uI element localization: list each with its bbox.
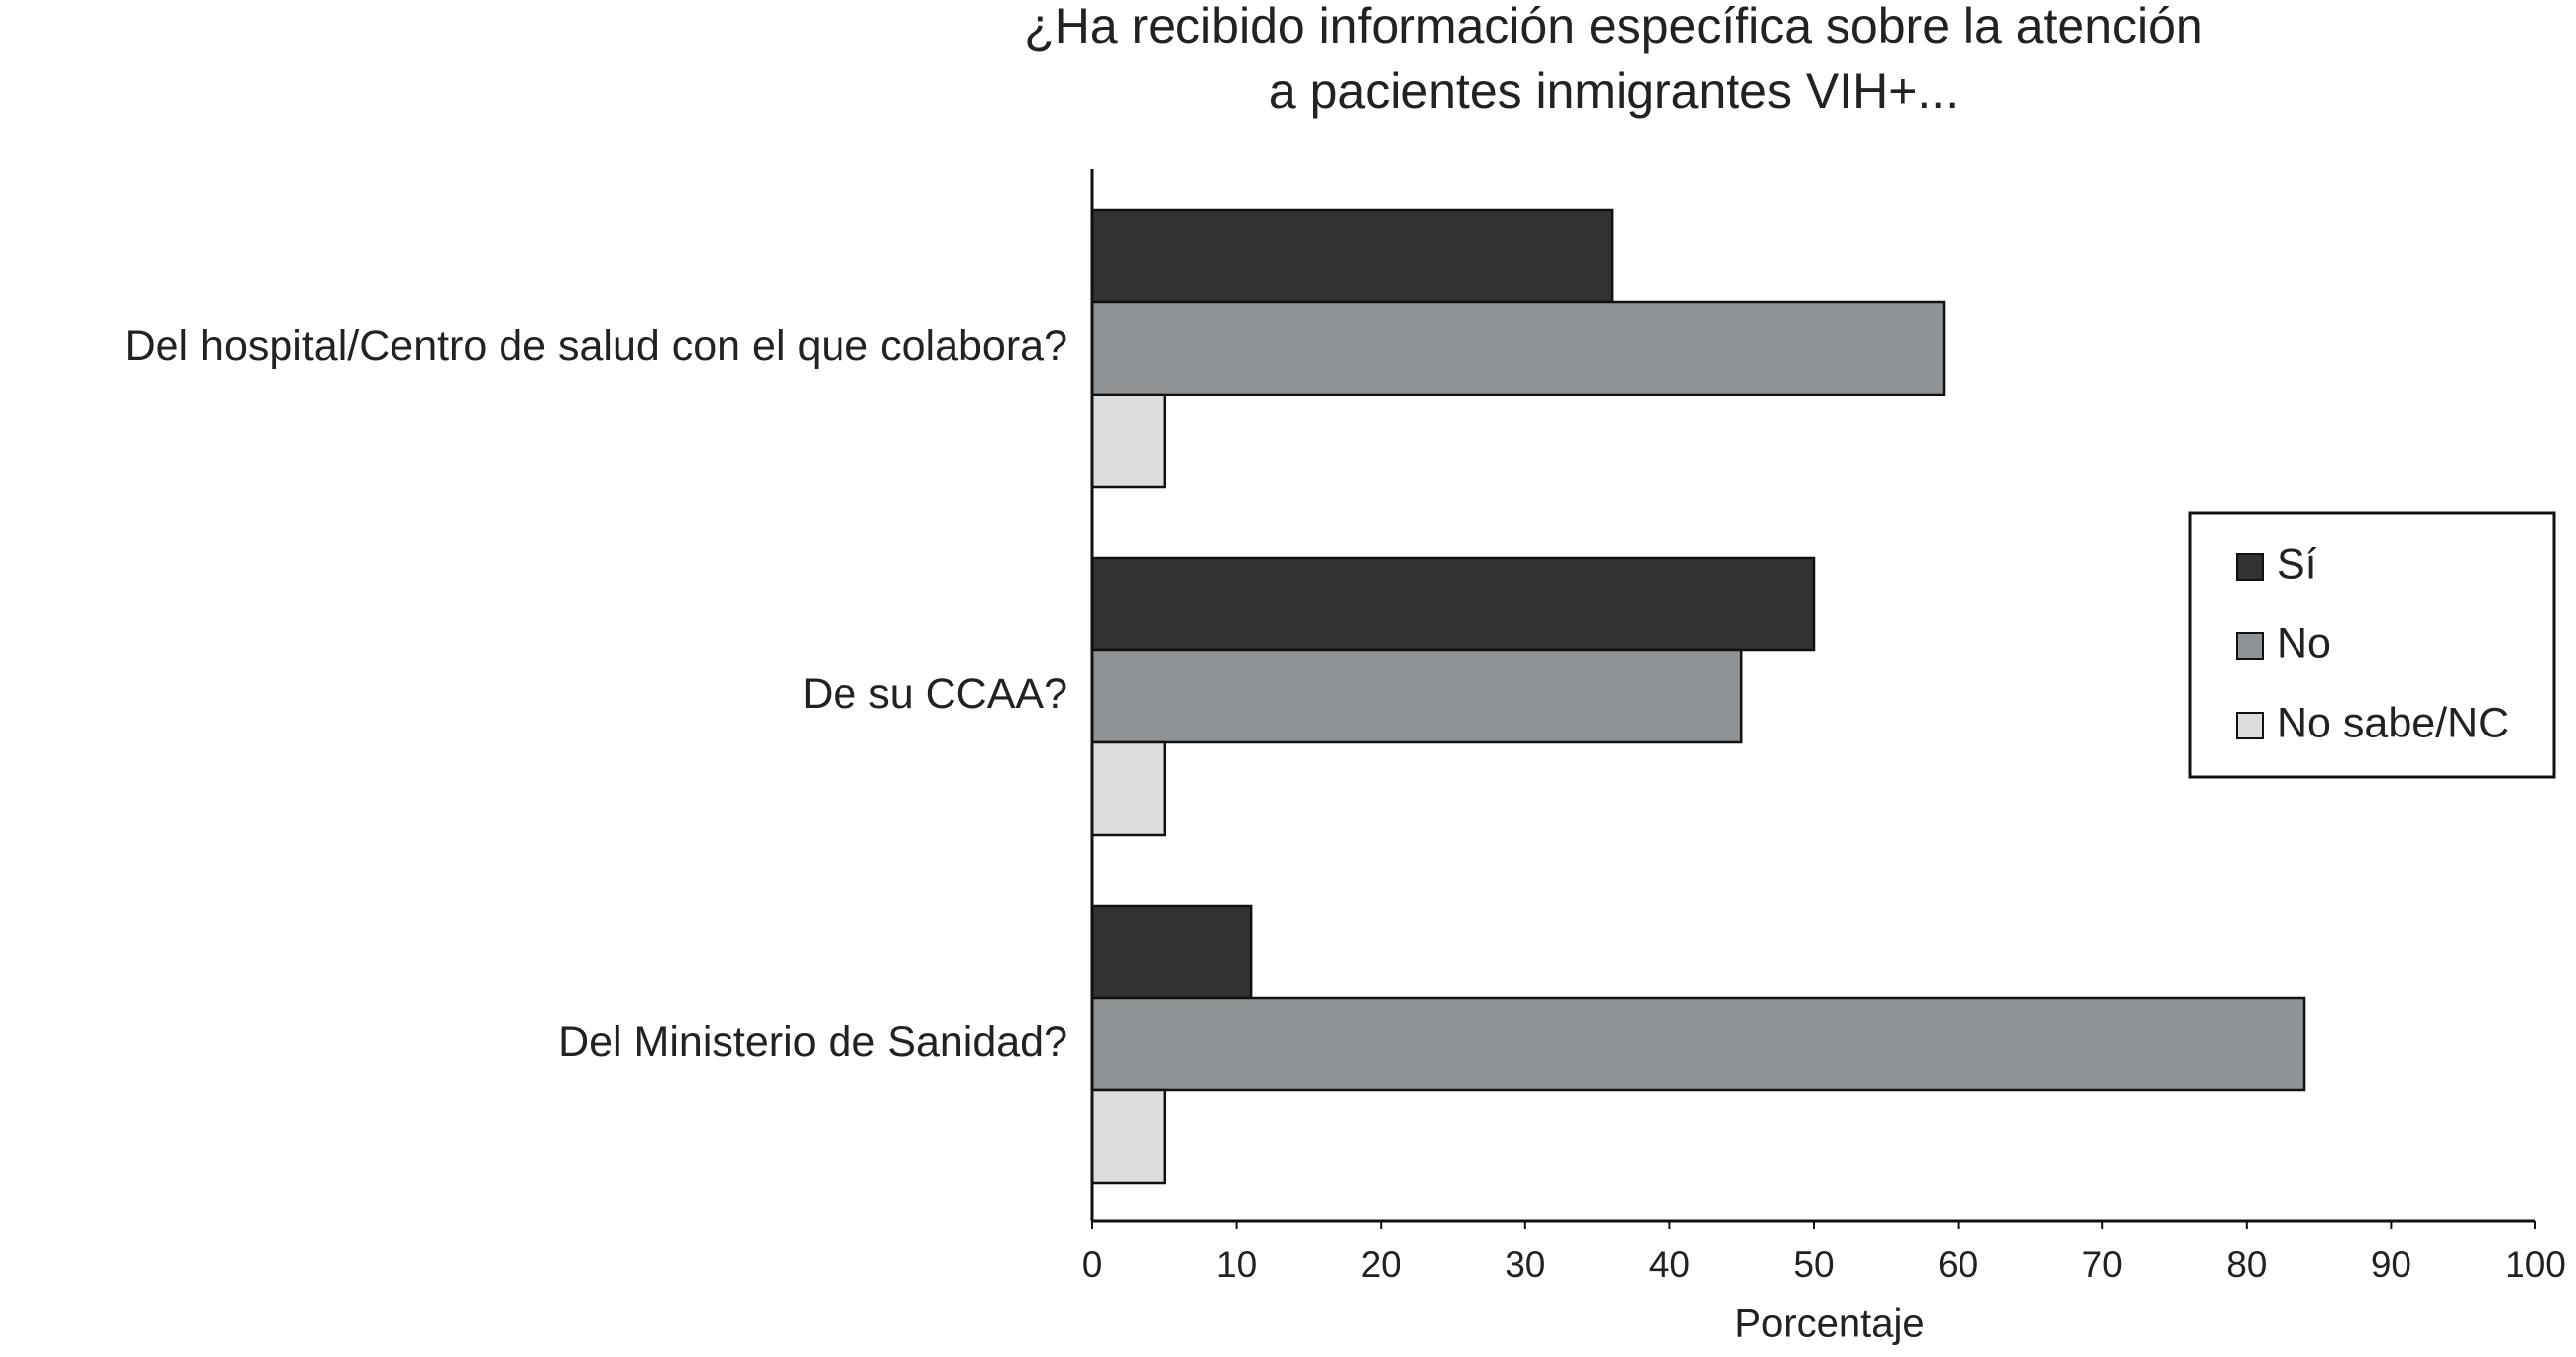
y-tick-label: Del Ministerio de Sanidad? (558, 1018, 1067, 1066)
chart-title: a pacientes inmigrantes VIH+... (1269, 63, 1959, 119)
legend-label: No (2277, 620, 2331, 667)
x-tick-label: 60 (1938, 1244, 1978, 1285)
bar (1090, 740, 1167, 837)
y-tick-label: Del hospital/Centro de salud con el que … (125, 322, 1067, 370)
x-axis-label: Porcentaje (1735, 1302, 1924, 1346)
x-tick-label: 90 (2371, 1244, 2411, 1285)
legend-label: Sí (2277, 540, 2317, 588)
bar (1090, 556, 1816, 652)
x-tick-label: 0 (1082, 1244, 1103, 1285)
x-tick-label: 50 (1793, 1244, 1834, 1285)
legend-label: No sabe/NC (2277, 699, 2509, 746)
bar (1090, 208, 1614, 304)
x-tick-label: 40 (1649, 1244, 1690, 1285)
x-tick-label: 10 (1216, 1244, 1257, 1285)
bar (1090, 904, 1253, 1000)
bar (1090, 1088, 1167, 1185)
x-tick-label: 30 (1505, 1244, 1545, 1285)
x-tick-label: 20 (1361, 1244, 1401, 1285)
legend-swatch (2236, 632, 2264, 660)
bar (1090, 300, 1946, 396)
legend-swatch (2236, 553, 2264, 581)
x-tick-label: 70 (2082, 1244, 2123, 1285)
y-tick-label: De su CCAA? (802, 670, 1067, 718)
legend-swatch (2236, 712, 2264, 739)
x-tick-label: 100 (2505, 1244, 2566, 1285)
bar (1090, 393, 1167, 489)
x-tick-label: 80 (2226, 1244, 2267, 1285)
bar (1090, 996, 2306, 1092)
chart-title: ¿Ha recibido información específica sobr… (1024, 0, 2203, 54)
bar (1090, 648, 1743, 744)
